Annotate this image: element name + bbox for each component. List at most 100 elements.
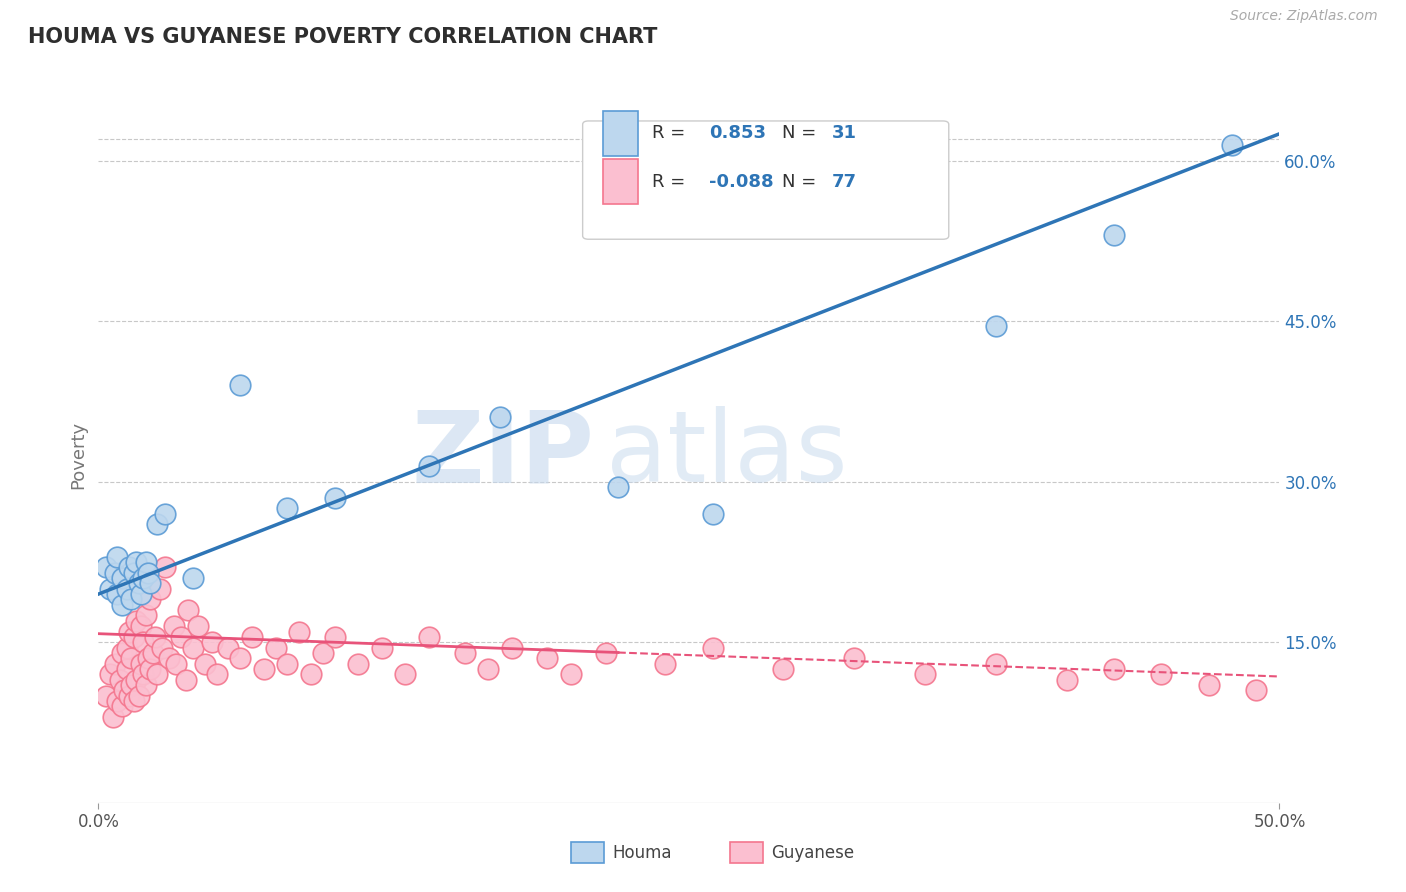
Point (347, 657, 370, 671)
Point (453, 646, 475, 660)
Point (1198, 678, 1220, 692)
Point (111, 598, 134, 612)
Point (174, 673, 197, 687)
Point (150, 640, 173, 655)
Point (276, 657, 298, 671)
Point (135, 608, 157, 623)
Point (1102, 662, 1125, 676)
Point (229, 651, 252, 665)
Point (1220, 137, 1243, 152)
Point (146, 517, 169, 532)
Point (108, 673, 131, 687)
Point (111, 699, 134, 714)
Point (177, 603, 200, 617)
Point (128, 689, 150, 703)
Point (132, 571, 155, 585)
Point (654, 657, 676, 671)
Point (136, 651, 159, 665)
Point (105, 587, 128, 601)
Point (772, 662, 794, 676)
Y-axis label: Poverty: Poverty (69, 421, 87, 489)
FancyBboxPatch shape (582, 121, 949, 239)
Text: 77: 77 (832, 173, 856, 191)
Point (153, 560, 176, 574)
Point (371, 640, 394, 655)
Text: 31: 31 (832, 124, 856, 142)
Point (149, 582, 172, 596)
Point (135, 555, 157, 569)
Point (323, 630, 346, 644)
Point (165, 657, 187, 671)
Point (128, 576, 150, 591)
FancyBboxPatch shape (730, 842, 763, 863)
Point (702, 507, 724, 521)
Point (132, 667, 155, 681)
Point (607, 480, 630, 494)
Text: R =: R = (652, 173, 686, 191)
Point (118, 689, 141, 703)
Point (181, 640, 204, 655)
FancyBboxPatch shape (603, 111, 638, 156)
Point (105, 694, 128, 708)
Text: atlas: atlas (606, 407, 848, 503)
Point (201, 635, 224, 649)
Point (205, 667, 228, 681)
Point (139, 576, 162, 591)
Text: N =: N = (782, 124, 817, 142)
Point (914, 667, 936, 681)
Point (98, 582, 121, 596)
Text: Houma: Houma (612, 844, 672, 862)
Point (115, 582, 138, 596)
Point (101, 710, 124, 724)
Point (136, 566, 159, 580)
Point (146, 667, 169, 681)
Point (288, 624, 311, 639)
Point (477, 662, 499, 676)
Point (418, 458, 440, 473)
Point (115, 640, 138, 655)
Point (104, 566, 127, 580)
Point (111, 571, 134, 585)
Point (157, 651, 180, 665)
Point (104, 657, 127, 671)
Point (264, 640, 287, 655)
Point (139, 662, 162, 676)
Point (394, 667, 416, 681)
Point (105, 549, 128, 564)
Point (125, 555, 148, 569)
Point (229, 378, 252, 392)
Point (1244, 683, 1267, 698)
Point (536, 651, 558, 665)
Point (135, 678, 157, 692)
Point (142, 646, 165, 660)
Point (984, 657, 1007, 671)
Point (122, 630, 145, 644)
Point (194, 657, 217, 671)
Point (94, 560, 117, 574)
Point (323, 491, 346, 505)
Point (111, 646, 134, 660)
Point (129, 587, 152, 601)
Point (121, 651, 143, 665)
Text: HOUMA VS GUYANESE POVERTY CORRELATION CHART: HOUMA VS GUYANESE POVERTY CORRELATION CH… (28, 27, 658, 46)
Point (163, 619, 186, 633)
Text: Source: ZipAtlas.com: Source: ZipAtlas.com (1230, 9, 1378, 23)
Point (240, 630, 263, 644)
Point (121, 592, 143, 607)
Point (121, 678, 143, 692)
Text: 0.853: 0.853 (709, 124, 766, 142)
Point (299, 667, 322, 681)
Point (418, 630, 440, 644)
Text: -0.088: -0.088 (709, 173, 773, 191)
Point (118, 560, 141, 574)
Text: ZIP: ZIP (412, 407, 595, 503)
Point (1150, 667, 1173, 681)
Text: R =: R = (652, 124, 686, 142)
Point (139, 592, 162, 607)
Point (181, 571, 204, 585)
Point (844, 651, 866, 665)
Point (112, 683, 135, 698)
Point (702, 640, 724, 655)
Point (984, 319, 1007, 334)
Text: N =: N = (782, 173, 817, 191)
